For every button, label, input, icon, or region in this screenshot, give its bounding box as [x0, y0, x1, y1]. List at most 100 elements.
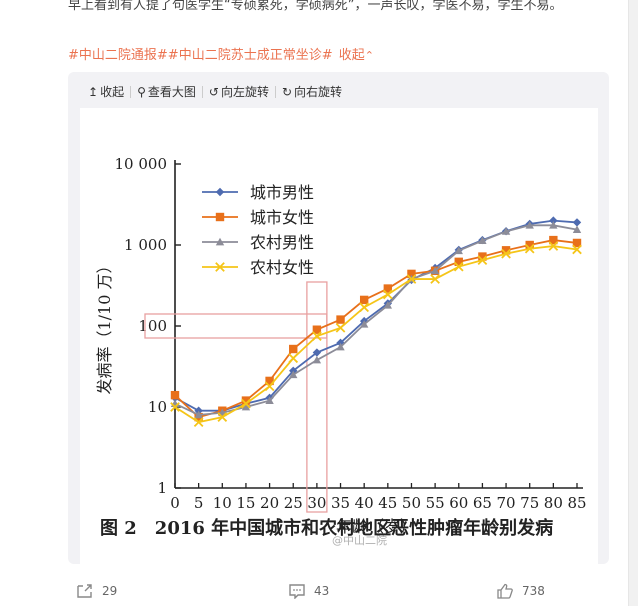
rotate-left-button[interactable]: ↺ 向左旋转 [209, 83, 275, 100]
data-point [194, 410, 203, 419]
x-tick-label: 85 [567, 494, 586, 512]
rotate-right-button[interactable]: ↻ 向右旋转 [282, 83, 348, 100]
comment-button[interactable]: 43 [288, 583, 329, 599]
collapse-image-button[interactable]: ↥ 收起 [88, 83, 130, 100]
data-point [525, 240, 534, 250]
data-point [289, 370, 298, 379]
topic-tags: #中山二院通报##中山二院苏士成正常坐诊# 收起⌃ [68, 44, 374, 63]
data-point [549, 221, 558, 229]
data-point [501, 248, 511, 259]
data-point [359, 320, 369, 328]
chevron-up-icon: ⌃ [364, 49, 374, 62]
rotate-left-label: 向左旋转 [220, 85, 269, 99]
x-tick-label: 65 [473, 494, 492, 512]
y-tick-label: 10 [148, 398, 167, 416]
image-toolbar: ↥ 收起 ⚲ 查看大图 ↺ 向左旋转 ↻ 向右旋转 [88, 83, 348, 100]
highlight-box-age-30 [306, 281, 328, 513]
topic-tag-1[interactable]: #中山二院通报# [68, 48, 168, 63]
data-point [265, 376, 274, 386]
thumbs-up-icon [497, 583, 513, 599]
post-text: 早上看到有人提了句医学生“专硕累死，学硕病死”，一声长叹，学医不易，学生不易。 [68, 0, 563, 13]
legend-label: 农村女性 [250, 258, 314, 277]
data-point [193, 417, 204, 427]
chart-image[interactable]: 1 10 100 1 000 10 000 0 5 10 15 20 25 30 35 40 45 50 55 6… [80, 108, 598, 582]
data-point [312, 355, 322, 364]
y-axis-label: 发病率（1/10 万） [95, 257, 114, 394]
collapse-link-label: 收起 [338, 48, 365, 63]
series-line-3 [174, 224, 578, 416]
toolbar-divider [274, 86, 276, 98]
data-point [406, 274, 417, 284]
data-point [170, 390, 180, 400]
data-point [170, 402, 180, 412]
y-tick-label: 10 000 [115, 155, 168, 173]
data-point [241, 396, 251, 405]
x-tick-label: 50 [402, 494, 421, 512]
data-point [501, 227, 511, 235]
data-point [264, 381, 275, 392]
rotate-right-icon: ↻ [281, 84, 293, 99]
x-tick-label: 35 [331, 494, 350, 512]
legend-label: 农村男性 [250, 233, 314, 252]
like-count: 738 [522, 584, 545, 598]
chart-title: 图 2 2016 年中国城市和农村地区恶性肿瘤年龄别发病 [100, 517, 553, 539]
data-point [478, 252, 487, 261]
data-point [572, 244, 582, 255]
image-card: ↥ 收起 ⚲ 查看大图 ↺ 向左旋转 ↻ 向右旋转 1 10 100 1 000 10 … [68, 72, 609, 582]
x-tick-label: 20 [260, 494, 279, 512]
data-point [501, 246, 511, 255]
like-button[interactable]: 738 [496, 583, 545, 599]
collapse-image-label: 收起 [100, 85, 125, 99]
data-point [383, 301, 393, 309]
data-point [312, 331, 322, 341]
data-point [453, 261, 464, 272]
data-point [359, 295, 369, 305]
x-tick-label: 10 [213, 494, 232, 512]
data-point [241, 402, 251, 411]
data-point [336, 315, 345, 324]
x-tick-label: 80 [544, 494, 563, 512]
data-point [289, 344, 298, 354]
data-point [477, 255, 488, 265]
data-point [572, 238, 582, 248]
data-point [572, 218, 582, 227]
series-line-4 [174, 245, 578, 424]
legend-marker [215, 237, 225, 246]
legend-label: 城市女性 [250, 208, 314, 227]
y-tick-label: 1 [157, 479, 167, 497]
y-tick-label: 100 [138, 317, 167, 335]
scrollbar[interactable] [628, 0, 638, 606]
data-point [382, 289, 393, 300]
x-tick-label: 15 [236, 494, 255, 512]
x-tick-label: 75 [520, 494, 539, 512]
data-point [478, 236, 487, 245]
repost-button[interactable]: 29 [76, 583, 117, 599]
data-point [265, 396, 274, 404]
legend-marker [215, 187, 225, 197]
rotate-left-icon: ↺ [208, 84, 219, 99]
repost-count: 29 [102, 584, 118, 598]
data-point [241, 398, 251, 409]
y-tick-label: 1 000 [124, 236, 167, 254]
topic-tag-2[interactable]: #中山二院苏士成正常坐诊# [167, 48, 333, 63]
data-point [454, 246, 463, 255]
data-point [336, 342, 345, 351]
rotate-right-label: 向右旋转 [294, 85, 343, 99]
view-large-button[interactable]: ⚲ 查看大图 [137, 83, 202, 100]
collapse-link[interactable]: 收起⌃ [339, 48, 374, 63]
toolbar-divider [201, 86, 203, 98]
data-point [288, 353, 299, 364]
data-point [312, 348, 322, 357]
x-tick-label: 55 [426, 494, 445, 512]
comment-count: 43 [314, 584, 330, 598]
x-tick-label: 5 [194, 494, 204, 512]
watermark: @中山二院 [332, 533, 387, 547]
data-point [430, 274, 440, 284]
legend-label: 城市男性 [250, 183, 314, 202]
data-point [549, 235, 558, 245]
legend-marker [215, 212, 225, 222]
share-icon [77, 584, 92, 598]
data-point [407, 269, 416, 279]
x-tick-label: 70 [497, 494, 516, 512]
x-tick-label: 45 [378, 494, 397, 512]
